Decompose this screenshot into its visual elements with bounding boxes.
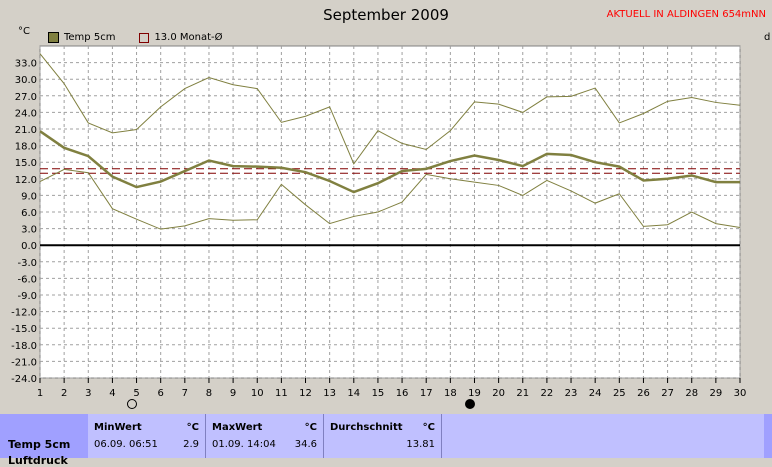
y-tick-label: -3.0 <box>17 258 37 269</box>
min-value: 2.9 <box>183 439 199 450</box>
x-tick-label: 13 <box>323 388 336 399</box>
series-line-temp-5cm-max <box>39 53 741 165</box>
legend-label-monthly-avg: 13.0 Monat-Ø <box>154 32 223 43</box>
x-tick-label: 28 <box>685 388 698 399</box>
legend-swatch-temp <box>48 32 59 43</box>
legend-label-temp: Temp 5cm <box>64 32 116 43</box>
y-tick-label: -6.0 <box>17 274 37 285</box>
y-tick-label: 30.0 <box>15 75 37 86</box>
max-date: 01.09. 14:04 <box>212 439 276 450</box>
chart-title: September 2009 <box>323 6 449 24</box>
y-tick-label: -15.0 <box>11 324 37 335</box>
avg-unit: °C <box>422 422 435 433</box>
y-tick-label: -18.0 <box>11 341 37 352</box>
x-tick-label: 5 <box>133 388 139 399</box>
x-tick-label: 29 <box>709 388 722 399</box>
stats-row-label-2: Luftdruck <box>8 454 68 467</box>
y-tick-label: 24.0 <box>15 108 37 119</box>
stats-avg-cell: Durchschnitt °C 13.81 <box>324 414 442 458</box>
min-head: MinWert <box>94 422 142 433</box>
x-tick-label: 15 <box>372 388 385 399</box>
x-tick-label: 27 <box>661 388 674 399</box>
avg-head: Durchschnitt <box>330 422 403 433</box>
line-chart: 33.030.027.024.021.018.015.012.09.06.03.… <box>11 45 747 399</box>
y-tick-label: 12.0 <box>15 175 37 186</box>
x-tick-label: 2 <box>61 388 67 399</box>
y-tick-label: -9.0 <box>17 291 37 302</box>
max-value: 34.6 <box>294 439 317 450</box>
y-unit-left: °C <box>18 26 30 37</box>
x-tick-label: 3 <box>85 388 91 399</box>
stats-row-label: Temp 5cm <box>8 438 71 451</box>
y-tick-label: -21.0 <box>11 357 37 368</box>
y-tick-label: -12.0 <box>11 308 37 319</box>
x-tick-label: 30 <box>734 388 747 399</box>
max-unit: °C <box>304 422 317 433</box>
x-tick-label: 10 <box>251 388 264 399</box>
stats-max-cell: MaxWert °C 01.09. 14:04 34.6 <box>206 414 324 458</box>
y-tick-label: 21.0 <box>15 125 37 136</box>
x-tick-label: 20 <box>492 388 505 399</box>
x-tick-label: 6 <box>158 388 164 399</box>
station-label: AKTUELL IN ALDINGEN 654mNN <box>606 9 766 20</box>
stats-min-cell: MinWert °C 06.09. 06:51 2.9 <box>88 414 206 458</box>
legend-item-monthly-avg[interactable]: 13.0 Monat-Ø <box>139 32 223 43</box>
x-tick-label: 11 <box>275 388 288 399</box>
avg-value: 13.81 <box>406 439 435 450</box>
x-tick-label: 23 <box>565 388 578 399</box>
x-tick-label: 14 <box>347 388 360 399</box>
legend-swatch-monthly-avg <box>139 32 150 43</box>
y-tick-label: 18.0 <box>15 142 37 153</box>
stats-empty-cell <box>442 414 764 458</box>
y-tick-label: -24.0 <box>11 374 37 385</box>
x-tick-label: 19 <box>468 388 481 399</box>
new-moon-icon <box>465 399 475 409</box>
x-tick-label: 9 <box>230 388 236 399</box>
y-tick-label: 33.0 <box>15 59 37 70</box>
x-tick-label: 21 <box>516 388 529 399</box>
min-date: 06.09. 06:51 <box>94 439 158 450</box>
x-tick-label: 22 <box>541 388 554 399</box>
y-tick-label: 6.0 <box>21 208 37 219</box>
x-tick-label: 16 <box>396 388 409 399</box>
x-tick-label: 26 <box>637 388 650 399</box>
x-tick-label: 17 <box>420 388 433 399</box>
max-head: MaxWert <box>212 422 263 433</box>
stats-panel: Temp 5cm Luftdruck MinWert °C 06.09. 06:… <box>0 414 772 467</box>
x-tick-label: 8 <box>206 388 212 399</box>
x-tick-label: 7 <box>182 388 188 399</box>
y-tick-label: 0.0 <box>21 241 37 252</box>
y-tick-label: 27.0 <box>15 92 37 103</box>
y-unit-right: d <box>764 32 771 43</box>
min-unit: °C <box>186 422 199 433</box>
x-tick-label: 12 <box>299 388 312 399</box>
series-line-temp-5cm-min <box>39 168 741 230</box>
y-tick-label: 9.0 <box>21 191 37 202</box>
x-tick-label: 18 <box>444 388 457 399</box>
x-tick-label: 4 <box>109 388 115 399</box>
y-tick-label: 15.0 <box>15 158 37 169</box>
series-line-temp-5cm <box>39 130 740 194</box>
x-tick-label: 25 <box>613 388 626 399</box>
legend: Temp 5cm 13.0 Monat-Ø <box>48 32 223 43</box>
legend-item-temp[interactable]: Temp 5cm <box>48 32 115 43</box>
y-tick-label: 3.0 <box>21 225 37 236</box>
full-moon-icon <box>127 399 137 409</box>
x-tick-label: 1 <box>37 388 43 399</box>
x-tick-label: 24 <box>589 388 602 399</box>
